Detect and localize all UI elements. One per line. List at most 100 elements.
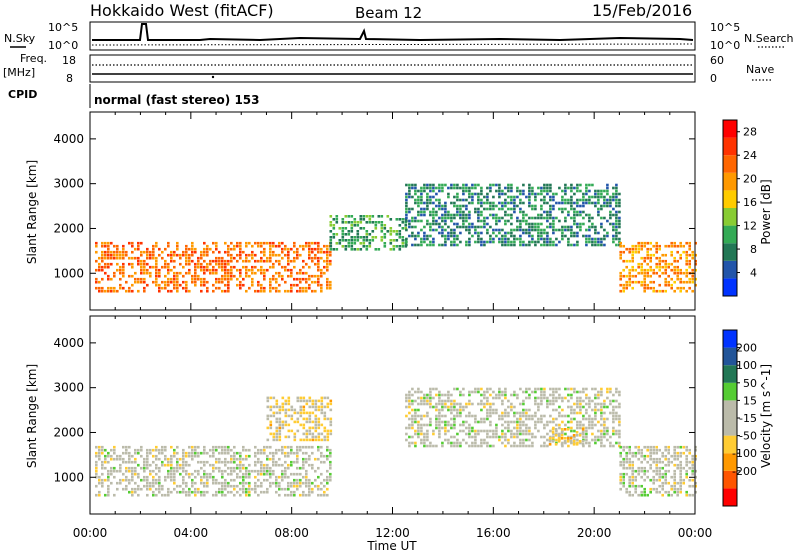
velocity-echo-cell xyxy=(266,466,269,470)
velocity-echo-cell xyxy=(284,411,288,415)
velocity-echo-cell xyxy=(278,475,281,479)
velocity-echo-cell xyxy=(510,432,513,436)
power-echo-cell xyxy=(441,207,444,211)
velocity-echo-cell xyxy=(266,457,269,461)
power-echo-cell xyxy=(504,201,507,205)
power-echo-cell xyxy=(281,256,284,260)
power-echo-cell xyxy=(579,204,582,208)
power-echo-cell xyxy=(462,216,465,220)
velocity-echo-cell xyxy=(615,405,618,409)
power-echo-cell xyxy=(143,268,146,272)
power-echo-cell xyxy=(673,268,676,272)
velocity-echo-cell xyxy=(311,451,314,455)
power-echo-cell xyxy=(224,274,227,278)
velocity-echo-cell xyxy=(287,481,290,485)
velocity-echo-cell xyxy=(420,396,423,400)
power-echo-cell xyxy=(365,230,369,233)
power-echo-cell xyxy=(546,189,549,193)
power-echo-cell xyxy=(272,241,275,245)
power-echo-cell xyxy=(179,262,182,266)
velocity-echo-cell xyxy=(299,493,302,497)
power-echo-cell xyxy=(242,265,245,269)
velocity-echo-cell xyxy=(477,444,480,448)
velocity-echo-cell xyxy=(588,396,591,400)
velocity-echo-cell xyxy=(161,460,164,464)
power-echo-cell xyxy=(679,277,682,281)
power-echo-cell xyxy=(637,244,640,248)
velocity-echo-cell xyxy=(603,429,606,433)
power-echo-cell xyxy=(197,274,200,278)
power-echo-cell xyxy=(670,262,673,266)
velocity-echo-cell xyxy=(176,490,179,494)
power-echo-cell xyxy=(652,244,655,248)
power-echo-cell xyxy=(510,198,513,202)
power-echo-cell xyxy=(552,204,555,208)
velocity-echo-cell xyxy=(540,393,543,397)
velocity-echo-cell xyxy=(248,448,251,452)
power-echo-cell xyxy=(158,283,161,287)
velocity-echo-cell xyxy=(585,426,588,430)
velocity-echo-cell xyxy=(323,429,327,433)
velocity-echo-cell xyxy=(107,493,110,497)
velocity-echo-cell xyxy=(152,493,155,497)
velocity-echo-cell xyxy=(275,484,278,488)
power-echo-cell xyxy=(426,219,429,223)
power-echo-cell xyxy=(682,250,685,254)
power-echo-cell xyxy=(646,253,649,257)
velocity-echo-cell xyxy=(540,417,543,421)
power-echo-cell xyxy=(398,236,402,239)
power-echo-cell xyxy=(477,210,480,214)
velocity-echo-cell xyxy=(525,417,528,421)
power-colorbar-tick-label: 4 xyxy=(750,267,757,280)
velocity-echo-cell xyxy=(588,423,591,427)
power-echo-cell xyxy=(188,256,191,260)
velocity-echo-cell xyxy=(266,445,269,449)
power-echo-cell xyxy=(450,201,453,205)
power-echo-cell xyxy=(450,213,453,217)
velocity-echo-cell xyxy=(311,426,315,430)
velocity-echo-cell xyxy=(417,426,420,430)
velocity-echo-cell xyxy=(667,457,670,461)
power-echo-cell xyxy=(567,198,570,202)
power-echo-cell xyxy=(176,247,179,251)
velocity-echo-cell xyxy=(176,466,179,470)
velocity-echo-cell xyxy=(287,466,290,470)
power-echo-cell xyxy=(552,219,555,223)
velocity-echo-cell xyxy=(694,484,697,488)
velocity-echo-cell xyxy=(143,460,146,464)
velocity-echo-cell xyxy=(281,408,285,412)
power-echo-cell xyxy=(576,222,579,226)
power-echo-cell xyxy=(622,259,625,263)
velocity-echo-cell xyxy=(551,431,555,434)
velocity-echo-cell xyxy=(98,481,101,485)
velocity-echo-cell xyxy=(212,469,215,473)
power-echo-cell xyxy=(191,259,194,263)
power-echo-cell xyxy=(667,283,670,287)
velocity-echo-cell xyxy=(206,481,209,485)
power-echo-cell xyxy=(275,280,278,284)
power-echo-cell xyxy=(531,207,534,211)
power-echo-cell xyxy=(408,183,411,187)
power-echo-cell xyxy=(275,286,278,290)
velocity-echo-cell xyxy=(640,460,643,464)
velocity-echo-cell xyxy=(203,472,206,476)
power-echo-cell xyxy=(504,240,507,244)
power-echo-cell xyxy=(516,186,519,190)
power-echo-cell xyxy=(296,253,299,257)
power-echo-cell xyxy=(293,277,296,281)
power-echo-cell xyxy=(522,189,525,193)
velocity-echo-cell xyxy=(486,444,489,448)
velocity-echo-cell xyxy=(618,402,621,406)
velocity-echo-cell xyxy=(272,463,275,467)
power-echo-cell xyxy=(380,227,384,230)
velocity-echo-cell xyxy=(649,451,652,455)
velocity-echo-cell xyxy=(143,484,146,488)
velocity-echo-cell xyxy=(501,390,504,394)
power-echo-cell xyxy=(137,259,140,263)
velocity-echo-cell xyxy=(296,487,299,491)
power-echo-cell xyxy=(612,195,615,199)
velocity-colorbar-tick-label: -100 xyxy=(732,447,757,460)
power-echo-cell xyxy=(664,265,667,269)
velocity-echo-cell xyxy=(655,448,658,452)
power-echo-cell xyxy=(480,192,483,196)
